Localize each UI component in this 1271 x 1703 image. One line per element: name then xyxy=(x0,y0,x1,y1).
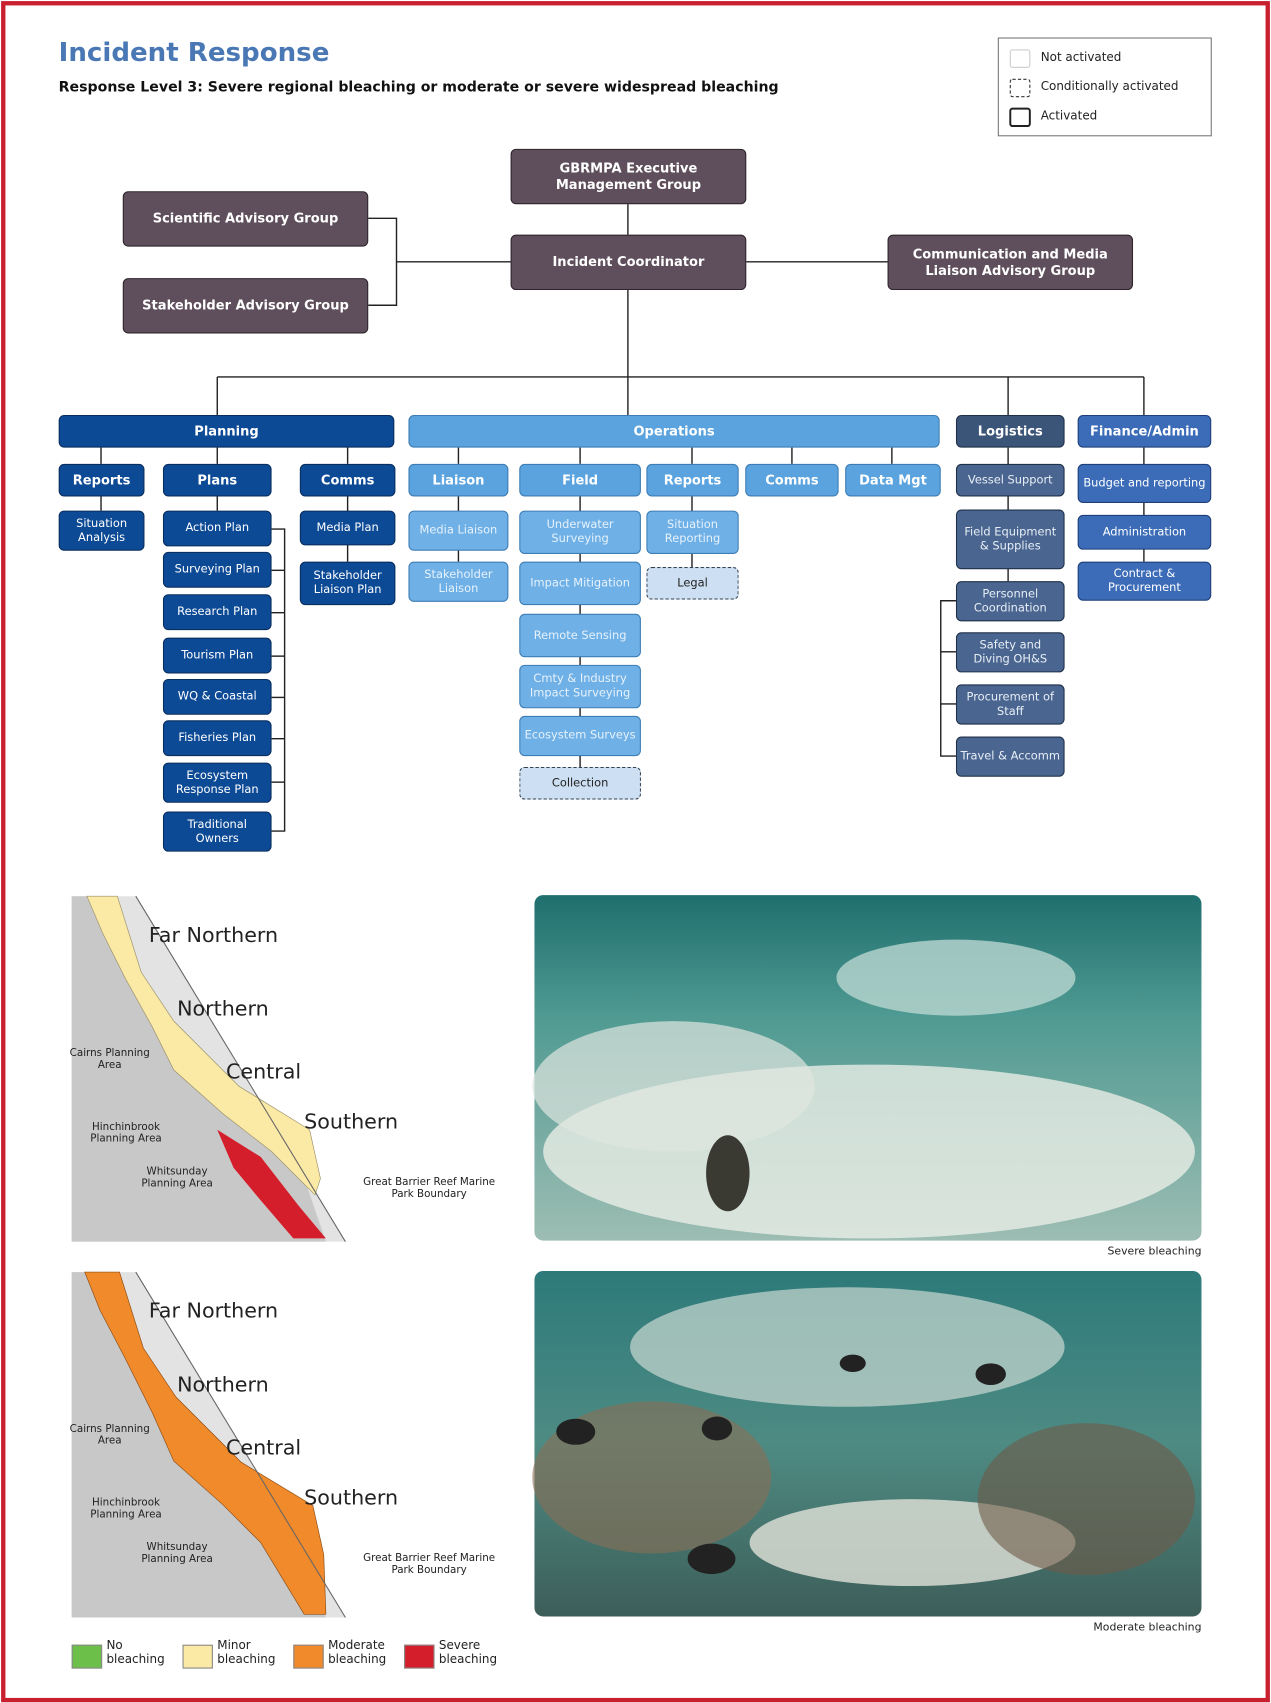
map-region-label: Central xyxy=(226,1061,301,1085)
org-node: GBRMPA Executive Management Group xyxy=(511,149,747,204)
org-node: Finance/Admin xyxy=(1078,415,1212,448)
map-area-label: Whitsunday Planning Area xyxy=(135,1167,220,1191)
org-node: Action Plan xyxy=(163,511,272,547)
org-node: Field Equipment & Supplies xyxy=(956,509,1065,569)
org-node: Reports xyxy=(646,464,738,497)
org-node: Media Plan xyxy=(300,511,396,546)
bleaching-label: No bleaching xyxy=(106,1639,173,1666)
bleaching-swatch xyxy=(183,1645,213,1669)
org-node: Situation Reporting xyxy=(646,511,738,554)
org-node: Ecosystem Response Plan xyxy=(163,763,272,803)
map-region-label: Northern xyxy=(177,1374,269,1398)
legend-swatch xyxy=(1010,50,1030,67)
org-node: Impact Mitigation xyxy=(519,562,641,605)
org-node: WQ & Coastal xyxy=(163,679,272,715)
subtitle: Response Level 3: Severe regional bleach… xyxy=(59,80,779,96)
org-node: Remote Sensing xyxy=(519,614,641,657)
org-node: Comms xyxy=(745,464,838,497)
org-node: Field xyxy=(519,464,641,497)
title: Incident Response xyxy=(59,38,330,68)
org-node: Plans xyxy=(163,464,272,497)
org-node: Reports xyxy=(59,464,145,497)
bleaching-swatch xyxy=(72,1645,102,1669)
org-node: Communication and Media Liaison Advisory… xyxy=(888,235,1134,290)
map-boundary-label: Great Barrier Reef Marine Park Boundary xyxy=(358,1178,499,1202)
org-node: Stakeholder Advisory Group xyxy=(123,278,369,333)
bleaching-label: Severe bleaching xyxy=(439,1639,506,1666)
org-node: Media Liaison xyxy=(408,511,508,551)
org-node: Cmty & Industry Impact Surveying xyxy=(519,665,641,708)
map-region-label: Far Northern xyxy=(149,1300,278,1324)
map-area-label: Cairns Planning Area xyxy=(67,1424,152,1448)
legend-swatch xyxy=(1010,79,1030,96)
bleaching-label: Moderate bleaching xyxy=(328,1639,395,1666)
map-region-label: Southern xyxy=(304,1111,398,1135)
org-node: Liaison xyxy=(408,464,508,497)
org-node: Budget and reporting xyxy=(1078,464,1212,503)
map-area-label: Whitsunday Planning Area xyxy=(135,1543,220,1567)
photo-caption: Severe bleaching xyxy=(978,1246,1202,1258)
bleaching-label: Minor bleaching xyxy=(217,1639,284,1666)
org-node: Scientific Advisory Group xyxy=(123,191,369,246)
org-node: Logistics xyxy=(956,415,1065,448)
org-node: Fisheries Plan xyxy=(163,720,272,756)
map-region-label: Far Northern xyxy=(149,924,278,948)
map-area-label: Hinchinbrook Planning Area xyxy=(84,1498,169,1522)
org-node: Research Plan xyxy=(163,594,272,630)
map-region-label: Central xyxy=(226,1437,301,1461)
org-node: Personnel Coordination xyxy=(956,581,1065,621)
org-node: Traditional Owners xyxy=(163,811,272,851)
org-node: Vessel Support xyxy=(956,464,1065,497)
org-node: Collection xyxy=(519,767,641,800)
org-node: Comms xyxy=(300,464,396,497)
org-node: Safety and Diving OH&S xyxy=(956,632,1065,672)
org-node: Surveying Plan xyxy=(163,552,272,588)
page: Incident Response Response Level 3: Seve… xyxy=(0,0,1271,1703)
org-node: Tourism Plan xyxy=(163,638,272,674)
bleaching-swatch xyxy=(293,1645,323,1669)
org-node: Ecosystem Surveys xyxy=(519,716,641,756)
org-node: Stakeholder Liaison xyxy=(408,562,508,602)
org-node: Legal xyxy=(646,567,738,600)
photo-severe xyxy=(532,895,1201,1240)
org-node: Underwater Surveying xyxy=(519,511,641,554)
org-node: Stakeholder Liaison Plan xyxy=(300,562,396,605)
map-region-label: Southern xyxy=(304,1487,398,1511)
org-node: Procurement of Staff xyxy=(956,684,1065,724)
photo-moderate xyxy=(532,1271,1201,1616)
legend-label: Not activated xyxy=(1041,51,1122,65)
legend-label: Conditionally activated xyxy=(1041,80,1179,94)
org-node: Data Mgt xyxy=(845,464,941,497)
legend-swatch xyxy=(1010,109,1030,126)
legend-label: Activated xyxy=(1041,110,1098,124)
map-boundary-label: Great Barrier Reef Marine Park Boundary xyxy=(358,1553,499,1577)
map-region-label: Northern xyxy=(177,998,269,1022)
org-node: Operations xyxy=(408,415,939,448)
org-node: Situation Analysis xyxy=(59,511,145,551)
org-node: Planning xyxy=(59,415,395,448)
photo-caption: Moderate bleaching xyxy=(978,1622,1202,1634)
map-area-label: Cairns Planning Area xyxy=(67,1048,152,1072)
map-area-label: Hinchinbrook Planning Area xyxy=(84,1122,169,1146)
bleaching-swatch xyxy=(404,1645,434,1669)
org-node: Travel & Accomm xyxy=(956,737,1065,777)
org-node: Contract & Procurement xyxy=(1078,562,1212,601)
org-node: Incident Coordinator xyxy=(511,235,747,290)
org-node: Administration xyxy=(1078,515,1212,550)
